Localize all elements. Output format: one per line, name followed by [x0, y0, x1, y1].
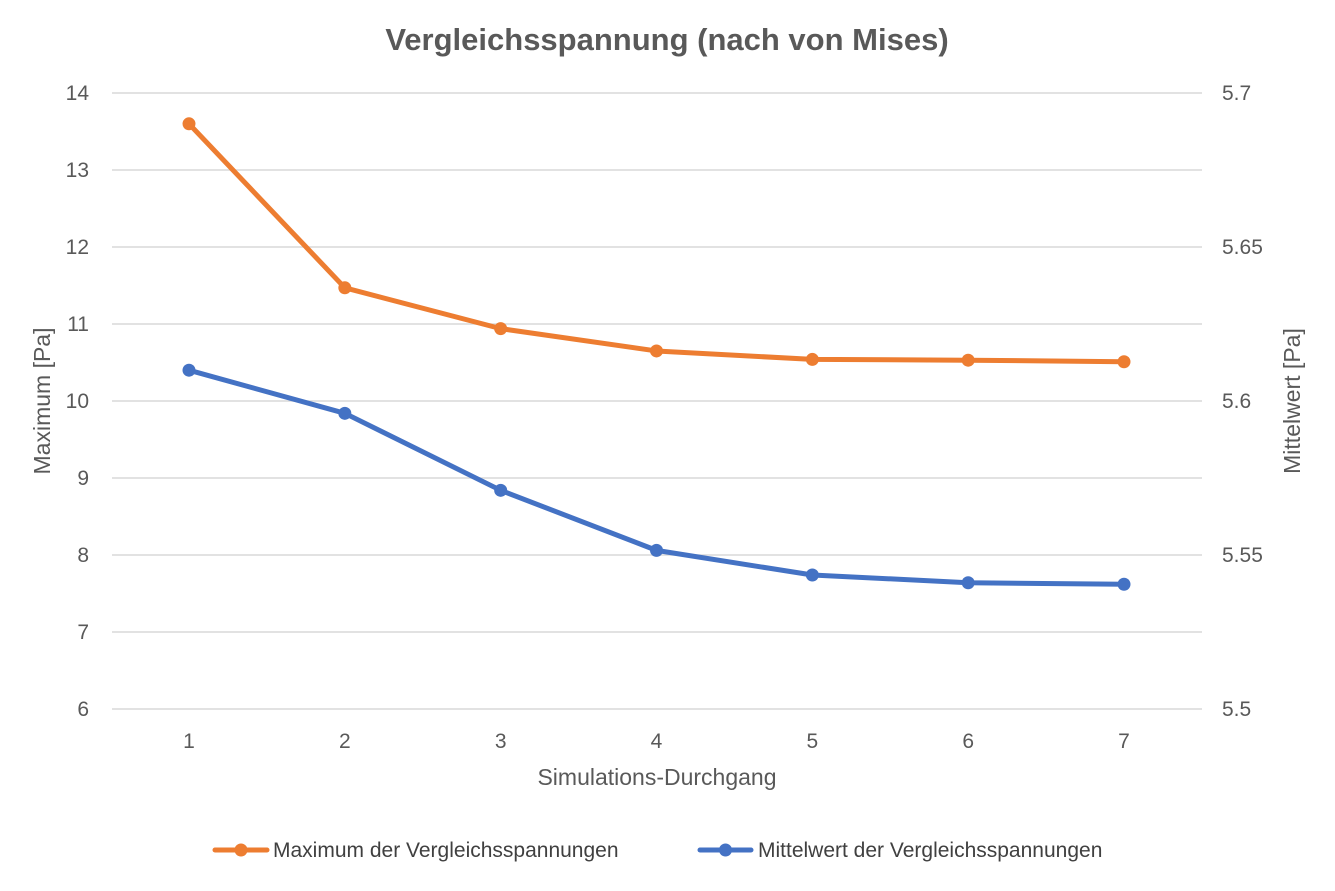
y-tick-label-left: 12	[66, 236, 89, 259]
x-axis-title: Simulations-Durchgang	[537, 764, 776, 790]
series-line	[186, 121, 1127, 365]
x-tick-label: 3	[495, 730, 507, 753]
y-axis-right-title: Mittelwert [Pa]	[1279, 328, 1305, 474]
data-point	[494, 483, 508, 497]
chart-title: Vergleichsspannung (nach von Mises)	[385, 22, 948, 57]
y-tick-label-left: 14	[66, 82, 90, 105]
legend-item: Maximum der Vergleichsspannungen	[212, 839, 619, 862]
data-point	[961, 576, 975, 590]
y-axis-left-title: Maximum [Pa]	[29, 328, 55, 475]
data-point	[805, 352, 819, 366]
y-axis-right-ticks: 5.5 5.55 5.6 5.65 5.7	[1222, 82, 1263, 721]
data-point	[650, 543, 663, 557]
series-1	[182, 117, 1131, 369]
y-tick-label-right: 5.65	[1222, 236, 1263, 259]
legend-marker	[234, 843, 248, 857]
y-axis-left-ticks: 6 7 8 9 10 11 12 13 14	[66, 82, 90, 721]
data-point	[494, 322, 508, 336]
y-tick-label-left: 11	[67, 313, 89, 336]
x-tick-label: 7	[1118, 730, 1130, 753]
data-point	[182, 117, 196, 131]
gridlines	[112, 92, 1202, 710]
y-tick-label-right: 5.6	[1222, 390, 1251, 413]
data-point	[805, 568, 819, 582]
data-point	[338, 281, 352, 295]
series-group	[182, 117, 1131, 591]
legend-label: Mittelwert der Vergleichsspannungen	[758, 839, 1102, 862]
data-point	[650, 344, 663, 358]
y-tick-label-right: 5.5	[1222, 698, 1251, 721]
data-point	[338, 406, 352, 420]
x-tick-label: 1	[183, 730, 195, 753]
series-2	[182, 363, 1131, 591]
data-point	[961, 353, 975, 367]
x-tick-label: 4	[651, 730, 663, 753]
y-tick-label-left: 6	[77, 698, 89, 721]
data-point	[182, 363, 196, 377]
y-tick-label-left: 7	[77, 621, 89, 644]
y-tick-label-left: 8	[77, 544, 89, 567]
legend: Maximum der Vergleichsspannungen Mittelwe…	[212, 839, 1102, 862]
x-axis-ticks: 1 2 3 4 5 6 7	[183, 730, 1130, 753]
x-tick-label: 6	[962, 730, 974, 753]
legend-label: Maximum der Vergleichsspannungen	[273, 839, 619, 862]
y-tick-label-left: 13	[66, 159, 89, 182]
y-tick-label-left: 10	[66, 390, 89, 413]
x-tick-label: 2	[339, 730, 351, 753]
y-tick-label-right: 5.7	[1222, 82, 1251, 105]
y-tick-label-right: 5.55	[1222, 544, 1263, 567]
legend-item: Mittelwert der Vergleichsspannungen	[697, 839, 1102, 862]
data-point	[1117, 355, 1131, 369]
x-tick-label: 5	[806, 730, 818, 753]
data-point	[1117, 577, 1131, 591]
y-tick-label-left: 9	[77, 467, 89, 490]
legend-marker	[719, 843, 732, 857]
